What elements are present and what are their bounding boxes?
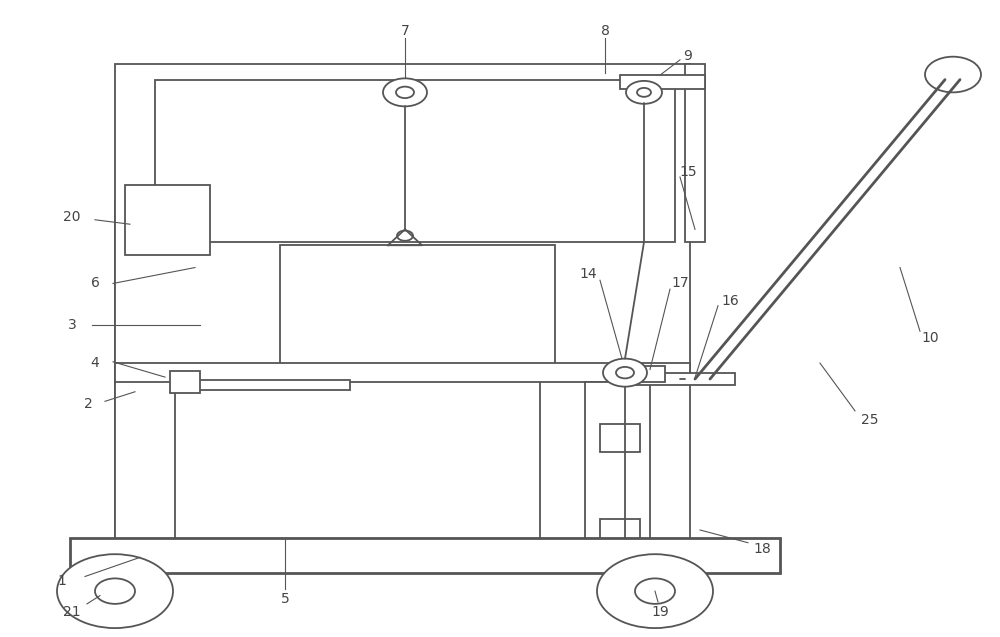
Bar (685, 64, 705, 242)
Circle shape (637, 88, 651, 97)
Text: 7: 7 (401, 24, 409, 38)
Bar (600, 519, 640, 538)
Circle shape (603, 359, 647, 387)
Bar (125, 185, 210, 255)
Bar (70, 538, 780, 573)
Bar (170, 371, 200, 393)
Text: 2: 2 (84, 397, 92, 412)
Text: 4: 4 (91, 356, 99, 370)
Circle shape (597, 554, 713, 628)
Circle shape (383, 78, 427, 106)
Text: 10: 10 (921, 331, 939, 345)
Circle shape (626, 81, 662, 104)
Bar (175, 376, 540, 538)
Bar (635, 373, 735, 385)
Text: 9: 9 (684, 49, 692, 63)
Bar (115, 201, 170, 538)
Circle shape (95, 578, 135, 604)
Text: 3: 3 (68, 318, 76, 332)
Bar (585, 382, 650, 538)
Bar (115, 64, 690, 538)
Circle shape (616, 367, 634, 378)
Text: 19: 19 (651, 605, 669, 619)
Text: 25: 25 (861, 413, 879, 427)
Text: 17: 17 (671, 276, 689, 290)
Text: 5: 5 (281, 592, 289, 606)
Bar (115, 363, 690, 382)
Circle shape (397, 231, 413, 241)
Circle shape (396, 87, 414, 98)
Text: 8: 8 (601, 24, 609, 38)
Circle shape (925, 57, 981, 92)
Circle shape (635, 578, 675, 604)
Text: 16: 16 (721, 294, 739, 308)
Text: 1: 1 (58, 574, 66, 588)
Bar (620, 75, 705, 89)
Bar (155, 80, 675, 242)
Circle shape (57, 554, 173, 628)
Text: 14: 14 (579, 267, 597, 281)
Bar (600, 424, 640, 452)
Text: 21: 21 (63, 605, 81, 619)
Text: 20: 20 (63, 210, 81, 224)
Text: 6: 6 (91, 276, 99, 290)
Text: 18: 18 (753, 542, 771, 556)
Text: 15: 15 (679, 165, 697, 179)
Bar (280, 245, 555, 373)
Bar (640, 366, 665, 382)
Bar (175, 380, 350, 390)
